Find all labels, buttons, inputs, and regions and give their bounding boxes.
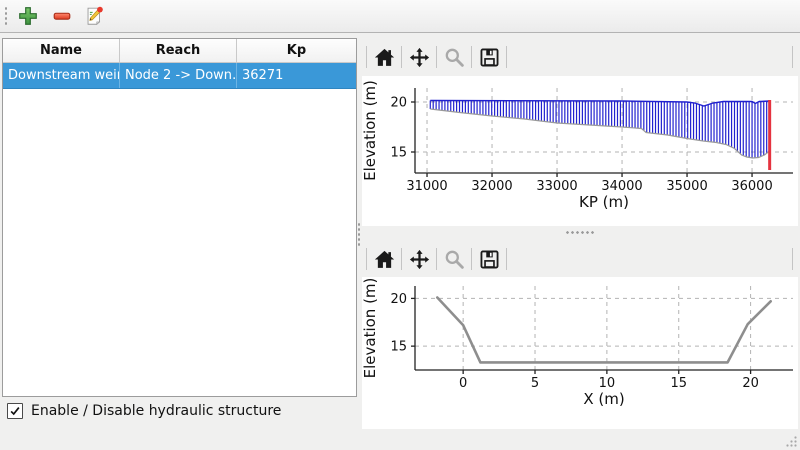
toolbar-separator <box>471 248 472 270</box>
svg-text:35000: 35000 <box>666 179 707 194</box>
svg-text:15: 15 <box>390 340 407 355</box>
table-row[interactable]: Downstream weir Node 2 -> Down… 36271 <box>3 63 356 89</box>
zoom-button[interactable] <box>437 244 471 274</box>
svg-text:32000: 32000 <box>471 179 512 194</box>
window-resize-grip[interactable] <box>785 435 798 448</box>
toolbar-separator <box>436 248 437 270</box>
edit-icon <box>87 6 103 25</box>
save-button[interactable] <box>472 244 506 274</box>
remove-structure-button[interactable] <box>49 3 75 29</box>
section-plot-toolbar <box>362 240 798 278</box>
checkmark-icon <box>10 407 20 416</box>
enable-structure-checkbox[interactable] <box>7 403 23 419</box>
cell-kp[interactable]: 36271 <box>242 68 284 83</box>
toolbar-separator <box>366 248 367 270</box>
svg-text:15: 15 <box>390 146 407 161</box>
column-header-name[interactable]: Name <box>3 39 120 62</box>
structures-table: Name Reach Kp Downstream weir Node 2 -> … <box>2 38 357 397</box>
table-header: Name Reach Kp <box>3 39 356 63</box>
toolbar-separator <box>401 248 402 270</box>
main-toolbar <box>0 0 800 33</box>
svg-text:15: 15 <box>670 376 687 391</box>
toolbar-separator <box>506 248 507 270</box>
svg-text:10: 10 <box>599 376 616 391</box>
enable-structure-label: Enable / Disable hydraulic structure <box>31 403 282 419</box>
svg-text:20: 20 <box>390 292 407 307</box>
toolbar-drag-handle[interactable] <box>4 6 8 26</box>
minus-icon <box>53 12 71 20</box>
edit-structure-button[interactable] <box>81 3 107 29</box>
home-button[interactable] <box>367 42 401 72</box>
home-button[interactable] <box>367 244 401 274</box>
svg-text:33000: 33000 <box>536 179 577 194</box>
toolbar-separator <box>436 46 437 68</box>
cell-name[interactable]: Downstream weir <box>3 63 120 88</box>
save-icon <box>480 250 498 268</box>
y-axis-label: Elevation (m) <box>362 80 379 181</box>
x-axis-label: X (m) <box>583 390 624 408</box>
pan-button[interactable] <box>402 244 436 274</box>
svg-text:31000: 31000 <box>406 179 447 194</box>
toolbar-separator <box>792 248 793 270</box>
home-icon <box>374 48 394 66</box>
svg-text:20: 20 <box>390 96 407 111</box>
pan-icon <box>409 47 429 67</box>
y-axis-label: Elevation (m) <box>362 278 379 379</box>
column-header-kp[interactable]: Kp <box>286 43 307 58</box>
home-icon <box>374 250 394 268</box>
toolbar-separator <box>366 46 367 68</box>
zoom-button[interactable] <box>437 42 471 72</box>
toolbar-separator <box>401 46 402 68</box>
save-button[interactable] <box>472 42 506 72</box>
bed-profile-line <box>430 108 771 159</box>
svg-text:36000: 36000 <box>731 179 772 194</box>
plus-icon <box>19 7 37 25</box>
enable-structure-row: Enable / Disable hydraulic structure <box>7 402 281 420</box>
toolbar-separator <box>471 46 472 68</box>
top-level-line <box>430 99 770 107</box>
cell-reach[interactable]: Node 2 -> Down… <box>120 63 237 88</box>
cross-section-figure: 0 5 10 15 20 15 20 X (m) Elevation (m) <box>362 277 798 429</box>
svg-text:34000: 34000 <box>601 179 642 194</box>
save-icon <box>480 48 498 66</box>
zoom-icon <box>445 48 464 67</box>
longitudinal-profile-figure: 31000 32000 33000 34000 35000 36000 15 20 KP (m)… <box>362 76 798 226</box>
column-header-reach[interactable]: Reach <box>120 39 237 62</box>
svg-text:5: 5 <box>531 376 539 391</box>
zoom-icon <box>445 250 464 269</box>
svg-text:20: 20 <box>742 376 759 391</box>
toolbar-separator <box>506 46 507 68</box>
pan-button[interactable] <box>402 42 436 72</box>
cross-section-line <box>436 296 773 364</box>
vertical-splitter-handle[interactable] <box>357 222 361 248</box>
add-structure-button[interactable] <box>15 3 41 29</box>
longitudinal-profile-plot: 31000 32000 33000 34000 35000 36000 15 20 KP (m)… <box>362 80 793 211</box>
horizontal-splitter-handle[interactable] <box>565 230 595 235</box>
toolbar-separator <box>792 46 793 68</box>
cross-section-plot: 0 5 10 15 20 15 20 X (m) Elevation (m) <box>362 278 793 408</box>
svg-text:0: 0 <box>459 376 467 391</box>
x-axis-label: KP (m) <box>579 193 629 211</box>
profile-plot-toolbar <box>362 38 798 76</box>
pan-icon <box>409 249 429 269</box>
